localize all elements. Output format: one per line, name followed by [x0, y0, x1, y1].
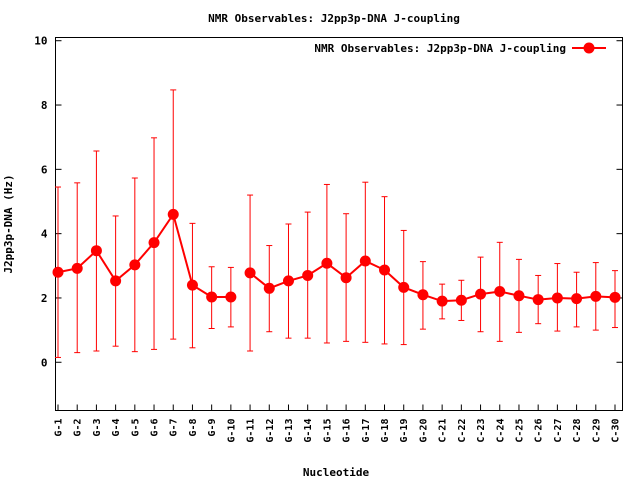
y-tick-label: 0	[41, 356, 48, 369]
data-point	[321, 257, 333, 269]
x-tick-label: C-23	[476, 419, 487, 443]
x-axis: G-1 G-2 G-3 G-4 G-5 G-6 G-7 G-8 G-9 G-10 G-11 G-12 G…	[54, 404, 622, 443]
data-point	[244, 267, 256, 279]
x-tick-label: G-16	[342, 419, 353, 443]
data-point	[148, 237, 160, 249]
data-point	[436, 295, 448, 307]
x-tick-label: G-15	[322, 419, 333, 443]
data-point	[167, 208, 179, 220]
y-tick-label: 4	[41, 228, 48, 241]
x-tick-label: G-7	[169, 419, 180, 437]
legend: NMR Observables: J2pp3p-DNA J-coupling	[314, 42, 606, 55]
series-lines	[57, 211, 616, 303]
x-tick-label: G-3	[92, 419, 103, 437]
data-point	[302, 269, 314, 281]
data-point	[359, 255, 371, 267]
x-tick-label: C-26	[534, 419, 545, 443]
data-point	[455, 294, 467, 306]
x-tick-label: G-11	[246, 419, 257, 443]
data-point	[417, 289, 429, 301]
data-point	[225, 291, 237, 303]
data-point	[494, 286, 506, 298]
data-point	[590, 290, 602, 302]
data-point	[282, 275, 294, 287]
data-point	[379, 264, 391, 276]
data-point	[340, 272, 352, 284]
data-point	[129, 259, 141, 271]
data-point	[513, 290, 525, 302]
plot-frame	[55, 37, 623, 411]
x-tick-label: G-5	[130, 419, 141, 437]
x-axis-label: Nucleotide	[303, 466, 370, 479]
data-point	[90, 245, 102, 257]
x-tick-label: G-8	[188, 419, 199, 437]
x-tick-label: C-28	[572, 419, 583, 443]
data-point	[263, 282, 275, 294]
error-bars	[55, 89, 618, 358]
data-point	[609, 291, 621, 303]
data-point	[52, 266, 64, 278]
legend-label: NMR Observables: J2pp3p-DNA J-coupling	[314, 42, 566, 55]
data-points	[52, 208, 621, 307]
x-tick-label: G-2	[73, 419, 84, 437]
x-tick-label: G-19	[399, 419, 410, 443]
x-tick-label: C-29	[591, 419, 602, 443]
chart-title: NMR Observables: J2pp3p-DNA J-coupling	[208, 12, 460, 25]
x-tick-label: G-4	[111, 419, 122, 437]
y-tick-label: 2	[41, 292, 48, 305]
data-point	[571, 293, 583, 305]
y-axis-label: J2pp3p-DNA (Hz)	[2, 174, 15, 273]
data-point	[206, 291, 218, 303]
data-point	[532, 294, 544, 306]
data-point	[186, 279, 198, 291]
data-point	[475, 288, 487, 300]
x-tick-label: C-22	[457, 419, 468, 443]
x-tick-label: G-18	[380, 419, 391, 443]
x-tick-label: G-12	[265, 419, 276, 443]
y-tick-label: 6	[41, 163, 48, 176]
series-line	[57, 211, 231, 298]
y-axis: 0 2 4 6 8 10	[34, 35, 623, 369]
x-tick-label: G-17	[361, 419, 372, 443]
data-point	[398, 281, 410, 293]
x-tick-label: G-1	[54, 419, 65, 437]
x-tick-label: C-21	[438, 419, 449, 443]
x-tick-label: C-25	[514, 419, 525, 443]
x-tick-label: G-13	[284, 419, 295, 443]
x-tick-label: C-30	[611, 419, 622, 443]
x-tick-label: G-20	[418, 419, 429, 443]
legend-marker	[583, 42, 595, 54]
data-point	[71, 262, 83, 274]
x-tick-label: C-27	[553, 419, 564, 443]
x-tick-label: G-9	[207, 419, 218, 437]
data-point	[551, 292, 563, 304]
y-tick-label: 10	[34, 35, 47, 48]
x-tick-label: C-24	[495, 419, 506, 443]
x-tick-label: G-10	[226, 419, 237, 443]
x-tick-label: G-14	[303, 419, 314, 443]
y-tick-label: 8	[41, 99, 48, 112]
x-tick-label: G-6	[150, 419, 161, 437]
data-point	[110, 275, 122, 287]
